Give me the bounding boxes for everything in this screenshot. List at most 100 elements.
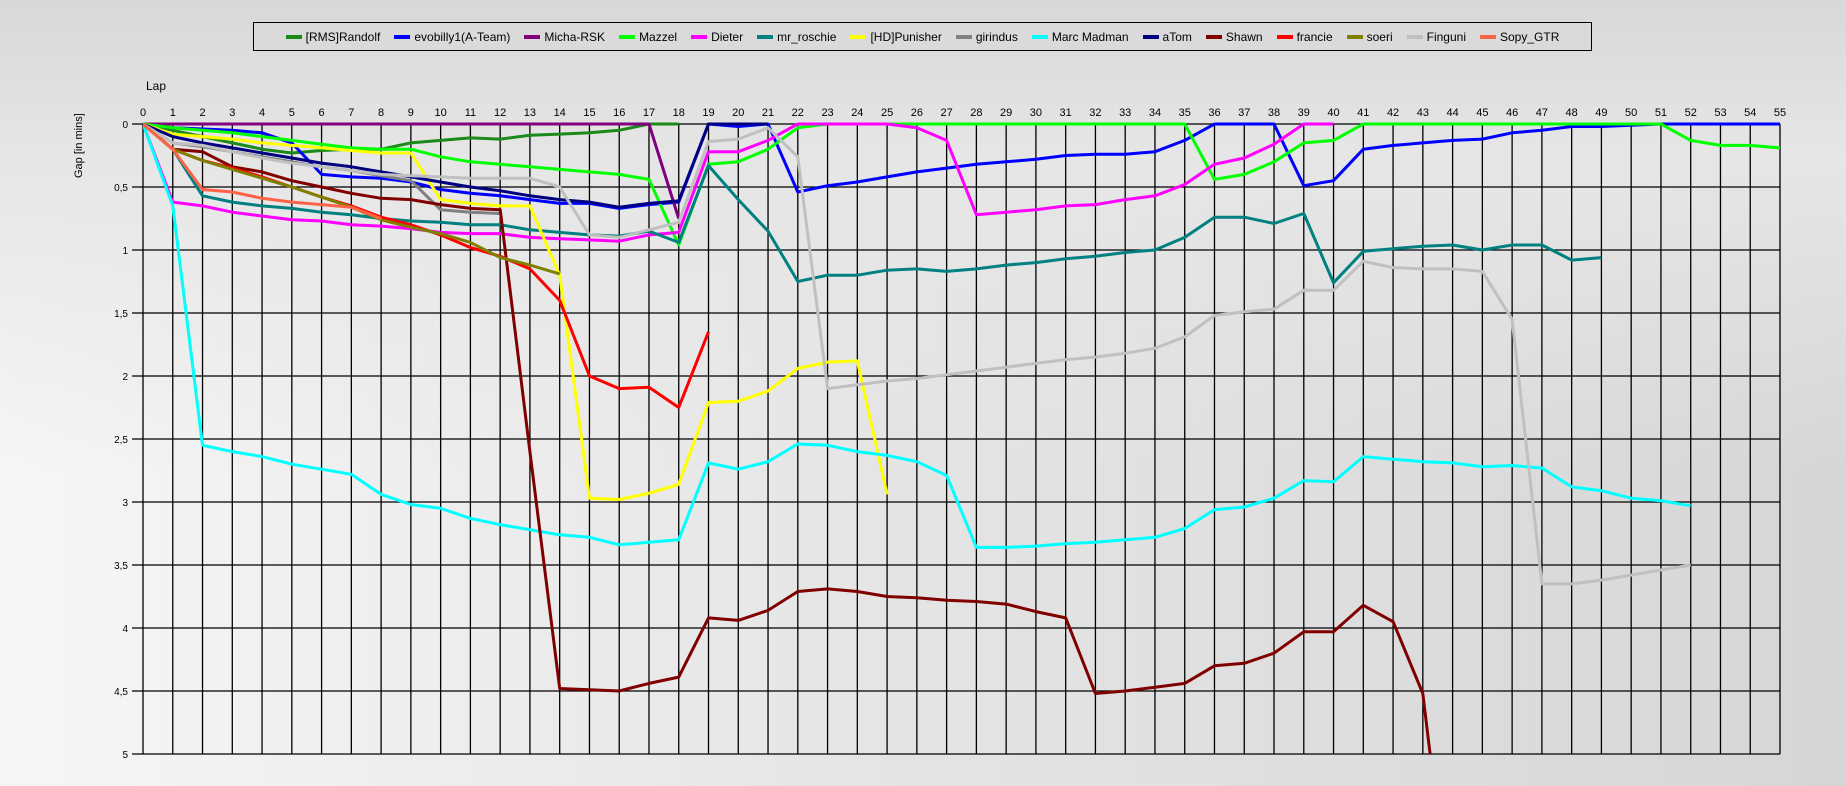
- legend-swatch: [1205, 34, 1222, 39]
- y-axis-label: Gap [in mins]: [73, 113, 85, 178]
- legend-item: evobilly1(A-Team): [394, 30, 510, 44]
- x-tick-label: 15: [583, 107, 595, 119]
- series-line-marc-madman: [143, 123, 1691, 549]
- legend-item: francie: [1276, 29, 1333, 44]
- x-tick-label: 18: [673, 107, 685, 119]
- grid: [132, 123, 1781, 755]
- x-tick-label: 49: [1595, 107, 1607, 119]
- series-line-shawn: [143, 122, 1432, 755]
- x-tick-label: 52: [1685, 107, 1697, 119]
- x-tick-label: 45: [1476, 107, 1488, 119]
- series-line--hd-punisher: [143, 122, 889, 501]
- series-line-evobilly1-a-team-: [143, 122, 1780, 210]
- legend-label: Shawn: [1225, 29, 1263, 44]
- x-tick-label: 32: [1089, 107, 1101, 119]
- legend-item: Mazzel: [619, 30, 677, 44]
- y-tick-label: 3,5: [114, 561, 128, 572]
- y-tick-label: 0,5: [114, 183, 128, 194]
- legend-item: Marc Madman: [1031, 30, 1129, 44]
- x-tick-label: 6: [319, 107, 325, 119]
- y-tick-labels: 0 0,5 1 1,5 2 2,5 3 3,5 4 4,5 5: [114, 120, 128, 761]
- x-tick-label: 21: [762, 107, 774, 119]
- x-tick-label: 20: [732, 107, 744, 119]
- x-tick-label: 51: [1655, 107, 1667, 119]
- legend-swatch: [1031, 34, 1048, 39]
- x-tick-label: 12: [494, 107, 506, 119]
- legend-swatch: [850, 34, 867, 39]
- legend-swatch: [524, 34, 541, 39]
- series-line-finguni: [143, 122, 1691, 586]
- y-tick-label: 4,5: [114, 687, 128, 698]
- x-tick-label: 33: [1119, 107, 1131, 119]
- legend-item: Finguni: [1406, 29, 1466, 44]
- x-tick-labels: 0 1 2 3 4 5 6 7 8 9 10 11 12 13 14 15 16 17 18 19 20 21 22 23 24…: [140, 107, 1786, 119]
- legend-item: Dieter: [691, 30, 743, 44]
- x-tick-label: 25: [881, 107, 893, 119]
- legend-swatch: [955, 34, 972, 39]
- series-line-mazzel: [143, 122, 1781, 247]
- legend-swatch: [619, 34, 636, 39]
- y-tick-label: 5: [122, 750, 128, 761]
- x-tick-label: 44: [1446, 107, 1458, 119]
- x-tick-label: 35: [1179, 107, 1191, 119]
- x-tick-label: 19: [702, 107, 714, 119]
- series-line-atom: [143, 122, 768, 209]
- legend-label: girindus: [975, 29, 1018, 44]
- x-tick-label: 9: [408, 107, 414, 119]
- x-tick-label: 50: [1625, 107, 1637, 119]
- legend-label: Finguni: [1426, 29, 1466, 44]
- series-line--rms-randolf: [143, 122, 679, 155]
- x-tick-label: 23: [821, 107, 833, 119]
- x-tick-label: 55: [1774, 107, 1786, 119]
- legend-swatch: [394, 34, 411, 39]
- x-tick-label: 34: [1149, 107, 1161, 119]
- x-tick-label: 37: [1238, 107, 1250, 119]
- legend-swatch: [1346, 34, 1363, 39]
- x-tick-label: 31: [1060, 107, 1072, 119]
- x-tick-label: 54: [1744, 107, 1756, 119]
- x-tick-label: 40: [1327, 107, 1339, 119]
- legend-label: [RMS]Randolf: [305, 29, 381, 44]
- y-tick-label: 2,5: [114, 435, 128, 446]
- x-tick-label: 2: [199, 107, 205, 119]
- legend-label: soeri: [1366, 29, 1393, 44]
- x-tick-label: 10: [435, 107, 447, 119]
- x-tick-label: 27: [940, 107, 952, 119]
- legend-swatch: [285, 34, 302, 39]
- legend-label: francie: [1296, 29, 1333, 44]
- legend-label: Sopy_GTR: [1500, 29, 1560, 44]
- legend-label: aTom: [1162, 29, 1192, 44]
- legend-label: mr_roschie: [777, 29, 837, 44]
- x-tick-label: 46: [1506, 107, 1518, 119]
- y-tick-label: 1,5: [114, 309, 128, 320]
- x-tick-label: 29: [1000, 107, 1012, 119]
- series-lines: [143, 122, 1781, 755]
- x-tick-label: 17: [643, 107, 655, 119]
- legend-item: girindus: [955, 29, 1018, 44]
- x-tick-label: 26: [911, 107, 923, 119]
- x-tick-label: 36: [1208, 107, 1220, 119]
- legend-item: Micha-RSK: [524, 30, 605, 44]
- x-tick-label: 28: [970, 107, 982, 119]
- series-line-micha-rsk: [143, 122, 681, 219]
- x-tick-label: 7: [348, 107, 354, 119]
- x-tick-label: 8: [378, 107, 384, 119]
- y-tick-label: 3: [122, 498, 128, 509]
- legend-item: Shawn: [1205, 29, 1263, 44]
- legend: [RMS]Randolf evobilly1(A-Team) Micha-RSK Ma…: [253, 22, 1592, 51]
- legend-label: Mazzel: [639, 29, 678, 44]
- legend-swatch: [691, 34, 708, 39]
- legend-label: [HD]Punisher: [870, 29, 942, 44]
- x-axis-label: Lap: [146, 79, 166, 93]
- y-tick-label: 4: [122, 624, 128, 635]
- x-tick-label: 53: [1714, 107, 1726, 119]
- x-tick-label: 39: [1298, 107, 1310, 119]
- x-tick-label: 24: [851, 107, 863, 119]
- legend-swatch: [1480, 34, 1496, 39]
- x-tick-label: 16: [613, 107, 625, 119]
- x-tick-label: 1: [170, 107, 176, 119]
- x-tick-label: 5: [289, 107, 295, 119]
- x-tick-label: 42: [1387, 107, 1399, 119]
- legend-swatch: [1276, 34, 1293, 39]
